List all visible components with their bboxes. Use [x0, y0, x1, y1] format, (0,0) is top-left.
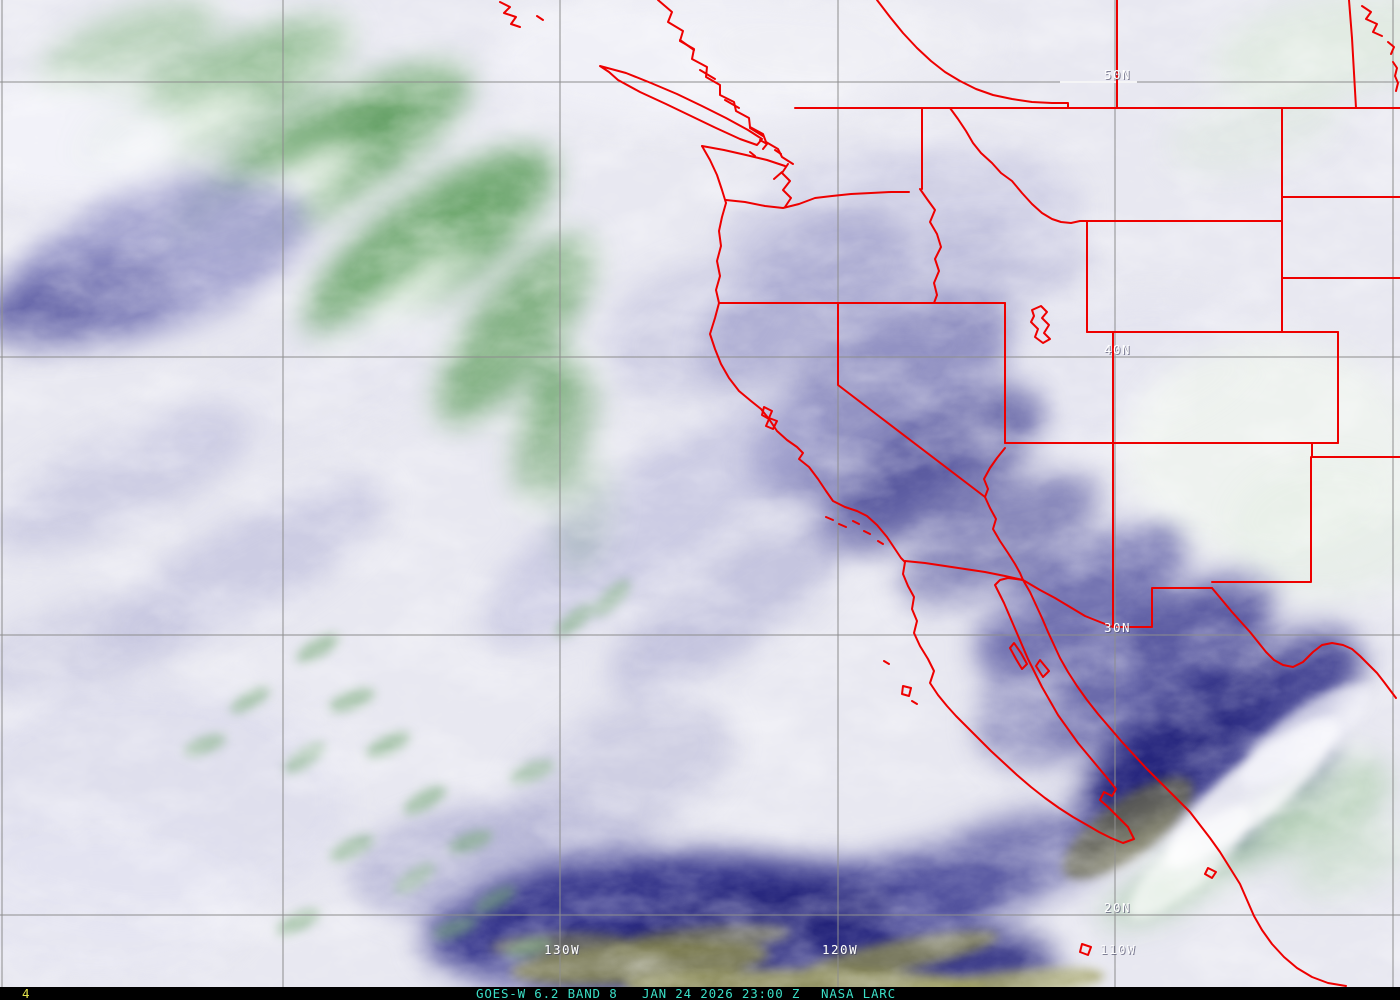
great-salt-lake — [1030, 305, 1051, 344]
bc-mainland-coast — [657, 0, 794, 165]
rio-grande — [1211, 587, 1397, 699]
caption-product: GOES-W 6.2 BAND 8 — [476, 986, 618, 1000]
bc-ab-border — [876, 0, 1069, 109]
us-mexico-border — [904, 560, 1213, 628]
manitoba-lakes — [1361, 5, 1399, 92]
status-bar: 4 GOES-W 6.2 BAND 8 JAN 24 2026 23:00 Z … — [0, 987, 1400, 1000]
bc-fjords — [679, 39, 764, 137]
puget-sound — [701, 145, 792, 208]
baja-east-coast — [994, 577, 1135, 844]
caption-credit: NASA LARC — [821, 986, 896, 1000]
mexico-mainland-coast — [1022, 579, 1347, 987]
lat-label-30n: 30N — [1104, 620, 1132, 635]
ca-nv-border — [837, 302, 986, 498]
lat-label-20n: 20N — [1104, 900, 1132, 915]
lat-label-50n: 50N — [1104, 67, 1132, 82]
gulf-islands — [901, 642, 1217, 956]
id-mt-border — [949, 107, 1088, 224]
san-francisco-bay — [761, 406, 778, 430]
frame-number: 4 — [22, 986, 31, 1000]
nm-tx-ok-borders — [1211, 442, 1400, 583]
lat-label-40n: 40N — [1104, 342, 1132, 357]
coastline-border-overlay — [499, 0, 1400, 987]
lon-label-110w: 110W — [1100, 942, 1137, 957]
lon-label-130w: 130W — [544, 942, 581, 957]
san-juan-islands — [749, 139, 782, 157]
oregon-coast — [715, 202, 727, 304]
vancouver-island — [599, 65, 763, 146]
sk-mb-border — [1348, 0, 1357, 109]
california-coast — [709, 302, 906, 563]
baja-west-coast — [902, 561, 1112, 839]
columbia-river-border — [725, 191, 910, 209]
washington-coast — [701, 145, 727, 204]
channel-islands — [825, 516, 890, 665]
haida-gwaii-coast — [499, 1, 544, 28]
or-id-border — [919, 188, 942, 304]
caption-datetime: JAN 24 2026 23:00 Z — [642, 986, 801, 1000]
lon-label-120w: 120W — [822, 942, 859, 957]
colorado-river-border — [983, 447, 1024, 581]
